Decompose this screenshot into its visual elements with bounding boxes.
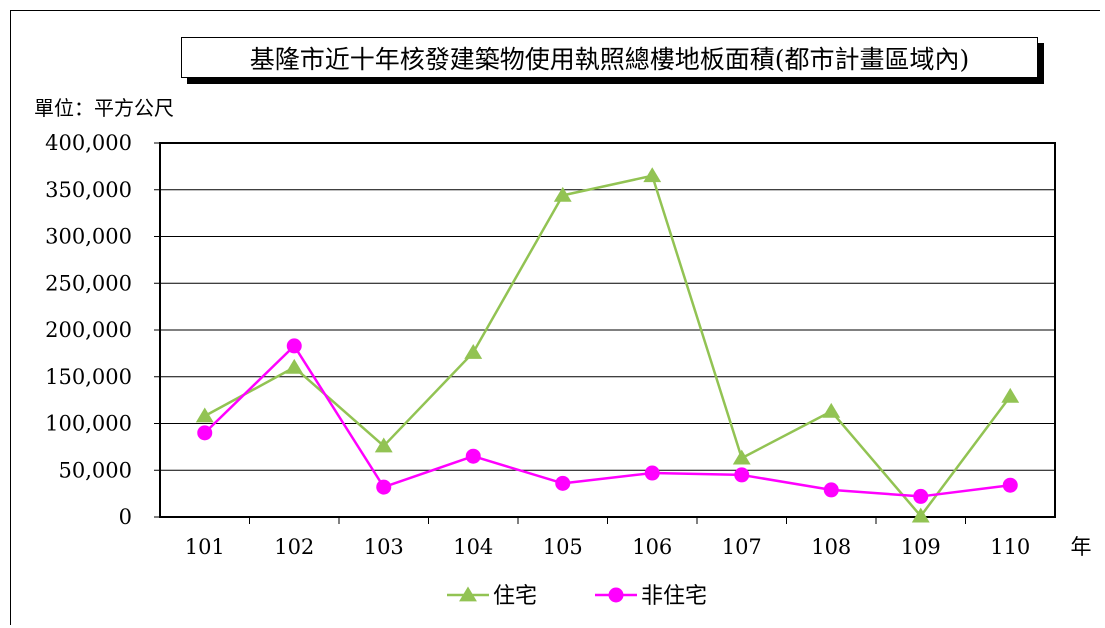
- data-point-marker: [823, 482, 839, 498]
- legend: 住宅 非住宅: [447, 584, 707, 609]
- data-point-marker: [913, 488, 929, 504]
- series-layer: [195, 167, 1020, 523]
- data-point-marker: [195, 407, 214, 423]
- unit-label: 單位：平方公尺: [34, 96, 174, 120]
- y-tick-label: 100,000: [45, 412, 132, 436]
- legend-marker: [459, 586, 477, 602]
- data-point-marker: [376, 479, 392, 495]
- data-point-marker: [286, 338, 302, 354]
- y-tick-label: 350,000: [45, 178, 132, 202]
- x-tick-label: 109: [901, 535, 941, 559]
- x-tick-label: 105: [543, 535, 583, 559]
- legend-label: 非住宅: [641, 584, 707, 609]
- chart-title: 基隆市近十年核發建築物使用執照總樓地板面積(都市計畫區域內): [181, 37, 1038, 78]
- x-tick-label: 108: [811, 535, 851, 559]
- data-point-marker: [644, 465, 660, 481]
- x-tick-label: 104: [453, 535, 493, 559]
- data-point-marker: [374, 437, 393, 453]
- data-point-marker: [1001, 387, 1020, 403]
- data-point-marker: [734, 467, 750, 483]
- legend-marker: [608, 587, 624, 603]
- series-2: [197, 338, 1018, 504]
- data-point-marker: [911, 507, 930, 523]
- data-point-marker: [285, 358, 304, 374]
- series-line: [204, 174, 1012, 518]
- grid-lines: [160, 189, 1055, 471]
- y-tick-label: 250,000: [45, 271, 132, 295]
- y-tick-label: 0: [119, 505, 132, 529]
- data-point-marker: [732, 449, 751, 465]
- data-point-marker: [197, 425, 213, 441]
- x-axis-label: 年: [1071, 535, 1092, 559]
- data-point-marker: [465, 448, 481, 464]
- x-tick-label: 101: [185, 535, 225, 559]
- data-point-marker: [464, 343, 483, 359]
- x-tick-label: 106: [632, 535, 672, 559]
- y-tick-label: 200,000: [45, 318, 132, 342]
- chart-frame: [10, 10, 1100, 625]
- x-tick-label: 103: [364, 535, 404, 559]
- x-tick-label: 107: [722, 535, 762, 559]
- x-axis-ticks: 101 102 103 104 105 106 107 108 109 110 年: [185, 517, 1092, 559]
- data-point-marker: [555, 475, 571, 491]
- data-point-marker: [643, 167, 662, 183]
- x-tick-label: 110: [990, 535, 1030, 559]
- y-tick-label: 400,000: [45, 131, 132, 155]
- y-tick-label: 150,000: [45, 365, 132, 389]
- x-tick-label: 102: [274, 535, 314, 559]
- legend-label: 住宅: [493, 584, 537, 609]
- series-1: [195, 167, 1020, 523]
- series-line: [203, 344, 1011, 498]
- data-point-marker: [1002, 477, 1018, 493]
- data-point-marker: [553, 186, 572, 202]
- y-tick-label: 300,000: [45, 225, 132, 249]
- y-tick-label: 50,000: [59, 458, 132, 482]
- chart-title-box: 基隆市近十年核發建築物使用執照總樓地板面積(都市計畫區域內): [181, 37, 1044, 84]
- y-axis-ticks: 0 50,000 100,000 150,000 200,000 250,000 300,0…: [45, 131, 160, 529]
- data-point-marker: [822, 402, 841, 418]
